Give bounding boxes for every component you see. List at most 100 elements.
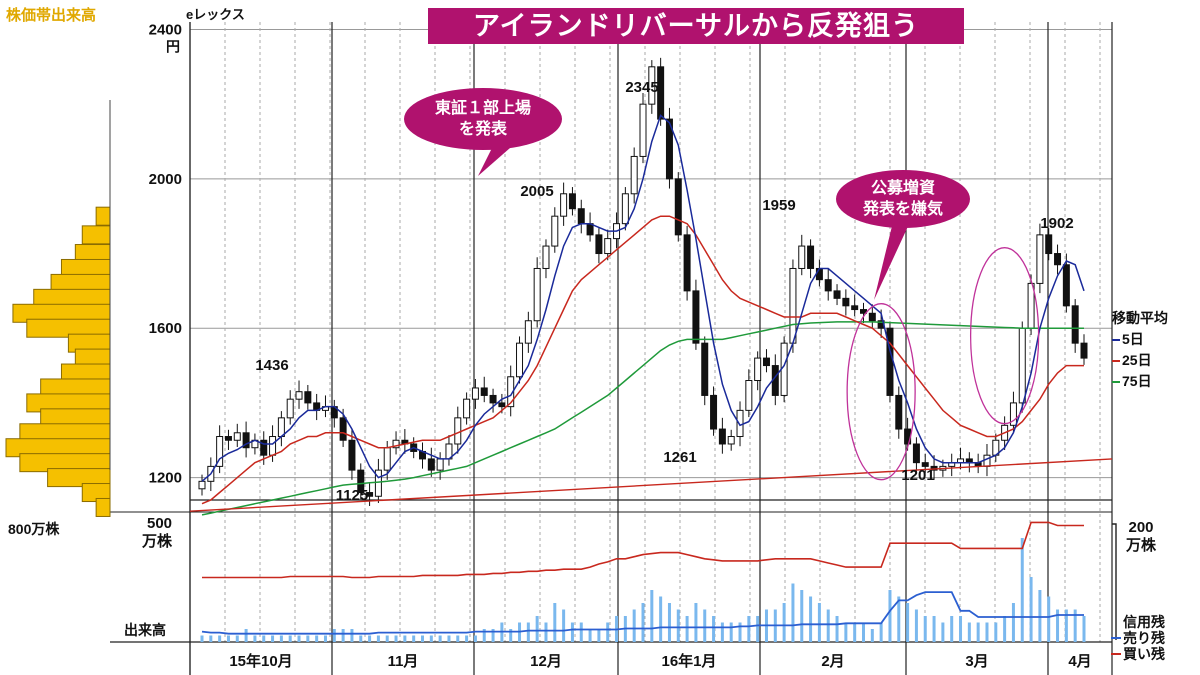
volume-bar bbox=[950, 616, 954, 642]
margin-sell-line bbox=[201, 591, 1084, 635]
candle-body bbox=[683, 234, 691, 292]
candle-body bbox=[277, 417, 285, 438]
margin-buy-line bbox=[202, 521, 1084, 579]
candle-body bbox=[198, 480, 206, 490]
callout-listing-line1: 東証１部上場 bbox=[434, 100, 531, 117]
highlight-oval bbox=[846, 303, 916, 481]
candle-body bbox=[798, 245, 806, 269]
margin-legend-buy: 買い残 bbox=[1111, 646, 1165, 662]
volume-bar bbox=[994, 622, 998, 642]
volume-bar bbox=[509, 629, 513, 642]
volume-bar bbox=[341, 629, 345, 642]
volume-bar bbox=[1082, 616, 1086, 642]
volume-label: 出来高 bbox=[124, 622, 166, 638]
callout-offering-pointer bbox=[874, 222, 910, 300]
candle-body bbox=[357, 469, 365, 494]
candle-body bbox=[516, 342, 524, 378]
candle-body bbox=[851, 305, 859, 311]
volume-bar bbox=[641, 603, 645, 642]
candle-body bbox=[339, 417, 347, 441]
volume-bar bbox=[359, 635, 363, 642]
candle-body bbox=[912, 443, 920, 464]
volume-bar bbox=[632, 609, 636, 642]
legend-swatch-ma5 bbox=[1112, 338, 1120, 341]
volume-bar bbox=[297, 635, 301, 642]
stock-name: eレックス bbox=[186, 7, 245, 22]
candle-body bbox=[304, 391, 312, 404]
volume-bar bbox=[756, 616, 760, 642]
margin-swatch-buy bbox=[1111, 653, 1121, 655]
candle-body bbox=[533, 267, 541, 322]
highlight-ovals bbox=[846, 247, 1040, 481]
volume-bar bbox=[747, 616, 751, 642]
volume-bar bbox=[959, 616, 963, 642]
candle-body bbox=[807, 245, 815, 269]
volume-bar bbox=[967, 622, 971, 642]
volume-bar bbox=[323, 635, 327, 642]
candle-body bbox=[665, 118, 673, 180]
volume-bar bbox=[712, 616, 716, 642]
candle-body bbox=[842, 297, 850, 307]
volume-bar bbox=[976, 622, 980, 642]
volume-bar bbox=[279, 635, 283, 642]
margin-label-buy: 買い残 bbox=[1123, 646, 1165, 662]
annotation-label: 2345 bbox=[625, 79, 658, 96]
candle-body bbox=[886, 327, 894, 396]
volume-bar bbox=[659, 596, 663, 642]
candle-body bbox=[348, 439, 356, 471]
volume-bar bbox=[226, 635, 230, 642]
candle-body bbox=[471, 387, 479, 400]
candle-body bbox=[524, 320, 532, 344]
candle-body bbox=[269, 436, 277, 456]
volume-bar bbox=[306, 635, 310, 642]
volume-bar bbox=[676, 609, 680, 642]
volume-bar bbox=[606, 622, 610, 642]
volume-profile-bar bbox=[95, 497, 111, 517]
volume-bar bbox=[394, 635, 398, 642]
ma25-line bbox=[201, 215, 1084, 505]
margin-scale-right: 200 万株 bbox=[1126, 519, 1156, 555]
volume-bar bbox=[535, 616, 539, 642]
volume-bar bbox=[862, 622, 865, 642]
legend-item-ma5: 5日 bbox=[1112, 329, 1168, 350]
candle-body bbox=[542, 245, 550, 269]
candle-body bbox=[568, 193, 576, 210]
x-tick-label: 11月 bbox=[388, 653, 419, 670]
candle-body bbox=[383, 447, 391, 471]
candle-body bbox=[639, 103, 647, 157]
annotation-label: 1959 bbox=[762, 197, 795, 214]
volume-bar bbox=[271, 635, 275, 642]
legend-item-ma75: 75日 bbox=[1112, 371, 1168, 392]
candle-body bbox=[480, 387, 488, 396]
candle-body bbox=[577, 208, 585, 225]
candle-body bbox=[833, 290, 841, 299]
candle-body bbox=[295, 391, 303, 400]
x-tick-label: 12月 bbox=[530, 653, 562, 670]
candle-body bbox=[595, 234, 603, 255]
candle-body bbox=[1054, 253, 1062, 266]
candle-body bbox=[895, 394, 903, 430]
volume-bar bbox=[262, 635, 266, 642]
volume-bar bbox=[456, 635, 460, 642]
volume-bar bbox=[562, 609, 566, 642]
volume-bar bbox=[1047, 596, 1051, 642]
volume-scale-left-value: 500 bbox=[146, 515, 173, 532]
annotation-label: 1902 bbox=[1040, 215, 1073, 232]
volume-bar bbox=[1020, 538, 1024, 642]
legend-label-ma75: 75日 bbox=[1122, 373, 1152, 389]
volume-bar bbox=[870, 629, 874, 642]
annotation-label: 2005 bbox=[520, 183, 553, 200]
candle-body bbox=[1062, 264, 1070, 307]
y-tick-label: 2000 bbox=[149, 171, 182, 188]
x-tick-label: 2月 bbox=[821, 653, 844, 670]
volume-bar bbox=[447, 635, 451, 642]
volume-bar bbox=[465, 635, 469, 642]
x-tick-label: 15年10月 bbox=[229, 652, 292, 670]
volume-bar bbox=[1003, 616, 1007, 642]
volume-bar bbox=[429, 635, 433, 642]
annotation-label: 1436 bbox=[255, 357, 288, 374]
volume-scale-left-unit: 万株 bbox=[142, 533, 173, 550]
candle-body bbox=[648, 66, 656, 105]
candle-body bbox=[824, 279, 832, 292]
